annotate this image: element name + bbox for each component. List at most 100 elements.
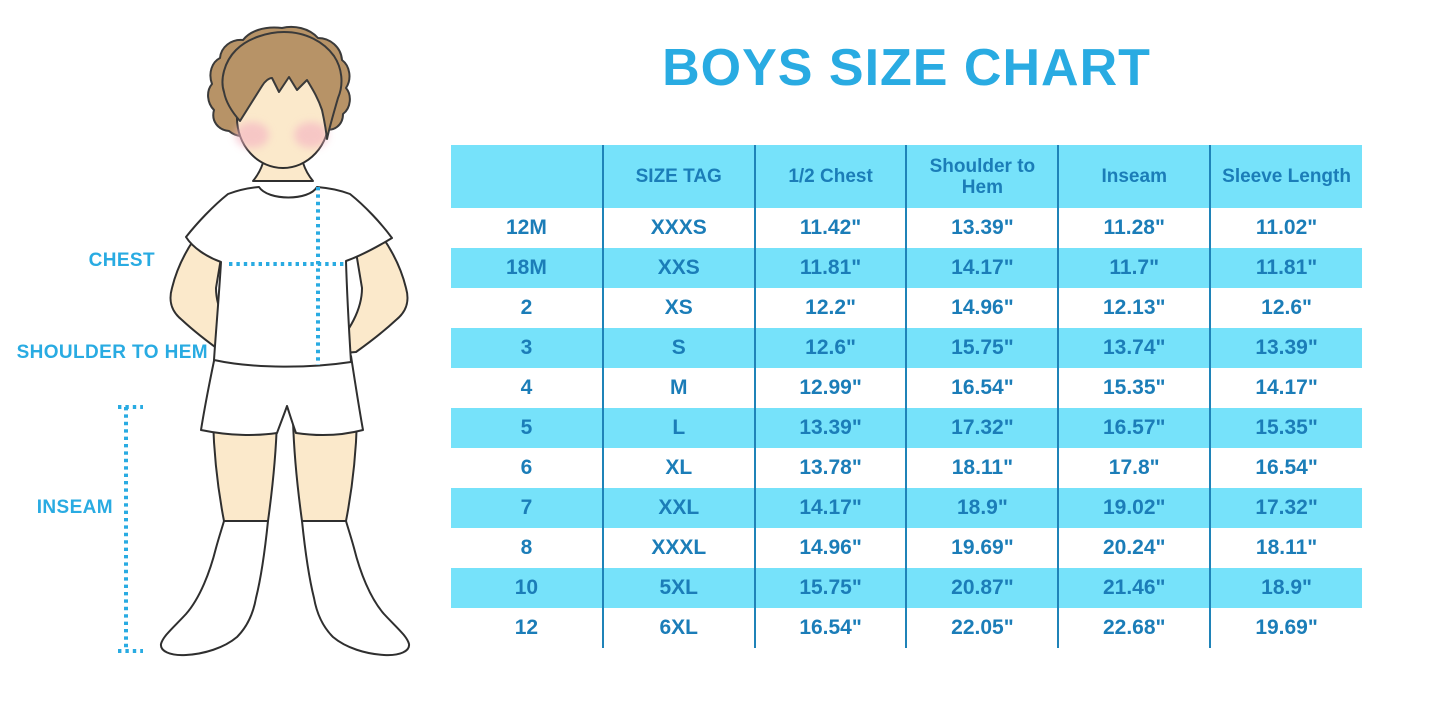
boy-shirt: [185, 186, 393, 368]
measurement-cell: 15.75": [753, 568, 907, 608]
size-cell: 2: [520, 296, 533, 319]
shoulder-to-hem-label: SHOULDER TO HEM: [16, 342, 208, 363]
size-cell: 10: [451, 568, 603, 608]
measurement-cell: 13.39": [905, 208, 1059, 248]
chest-label: CHEST: [88, 250, 155, 271]
measurement-cell: 21.46": [1057, 568, 1211, 608]
size-cell: 18M: [451, 248, 603, 288]
measurement-cell: 11.81": [753, 248, 907, 288]
measurement-lines: [118, 187, 347, 653]
header-cell-blank: [451, 145, 603, 208]
boy-measurement-figure: [118, 25, 411, 657]
measurement-cell: 16.54": [753, 608, 907, 648]
size-table-body: 12M XXXS 11.42" 13.39" 11.28" 11.02" 18M XXS 11.…: [451, 208, 1362, 648]
measurement-cell: 19.02": [1057, 488, 1211, 528]
measurement-cell: 6XL: [601, 608, 755, 648]
table-row: 12 6XL 16.54" 22.05" 22.68" 19.69": [451, 608, 1362, 648]
measurement-cell: 14.17": [1209, 368, 1362, 408]
measurement-cell: 11.28": [1057, 208, 1211, 248]
measurement-cell: 16.54": [1209, 448, 1362, 488]
measurement-cell: 12.13": [1057, 288, 1211, 328]
measurement-cell: XS: [601, 288, 755, 328]
measurement-cell: 16.57": [1057, 408, 1211, 448]
size-cell: 3: [451, 328, 603, 368]
size-table-header: SIZE TAG 1/2 Chest Shoulder to Hem Insea…: [451, 145, 1362, 208]
header-cell-inseam: Inseam: [1057, 145, 1211, 208]
measurement-cell: 20.24": [1057, 528, 1211, 568]
measurement-cell: 16.54": [905, 368, 1059, 408]
table-row: 12M XXXS 11.42" 13.39" 11.28" 11.02": [451, 208, 1362, 248]
measurement-cell: XXL: [601, 488, 755, 528]
header-cell-sleeve-length: Sleeve Length: [1209, 145, 1362, 208]
measurement-cell: 17.32": [1209, 488, 1362, 528]
boy-legs: [212, 419, 358, 522]
measurement-cell: 12.99": [753, 368, 907, 408]
measurement-cell: 13.39": [1209, 328, 1362, 368]
size-cell: 12: [514, 616, 539, 639]
measurement-cell: S: [601, 328, 755, 368]
page-title: BOYS SIZE CHART: [662, 39, 1151, 97]
header-cell-half-chest: 1/2 Chest: [753, 145, 907, 208]
measurement-cell: 22.68": [1057, 608, 1211, 648]
size-cell: 4: [520, 376, 533, 399]
size-cell: 8: [520, 536, 533, 559]
measurement-cell: XL: [601, 448, 755, 488]
measurement-cell: 13.39": [753, 408, 907, 448]
size-cell: 7: [451, 488, 603, 528]
header-row: SIZE TAG 1/2 Chest Shoulder to Hem Insea…: [451, 145, 1362, 208]
measurement-cell: 22.05": [905, 608, 1059, 648]
measurement-cell: 12.6": [753, 328, 907, 368]
measurement-cell: 14.96": [753, 528, 907, 568]
measurement-cell: 13.74": [1057, 328, 1211, 368]
measurement-cell: 19.69": [1209, 608, 1362, 648]
measurement-cell: 14.17": [905, 248, 1059, 288]
table-row: 5 L 13.39" 17.32" 16.57" 15.35": [451, 408, 1362, 448]
table-row: 4 M 12.99" 16.54" 15.35" 14.17": [451, 368, 1362, 408]
measurement-cell: 13.78": [753, 448, 907, 488]
table-row: 2 XS 12.2" 14.96" 12.13" 12.6": [451, 288, 1362, 328]
measurement-cell: 12.2": [753, 288, 907, 328]
boy-hair-fringe: [221, 31, 343, 140]
measurement-cell: 11.02": [1209, 208, 1362, 248]
boy-head: [207, 25, 351, 169]
measurement-cell: 11.81": [1209, 248, 1362, 288]
header-cell-size-tag: SIZE TAG: [601, 145, 755, 208]
table-row: 18M XXS 11.81" 14.17" 11.7" 11.81": [451, 248, 1362, 288]
size-cell: 5: [451, 408, 603, 448]
measurement-cell: 17.32": [905, 408, 1059, 448]
measurement-cell: 18.9": [905, 488, 1059, 528]
measurement-cell: 11.7": [1057, 248, 1211, 288]
boy-blush: [235, 122, 328, 148]
measurement-cell: 12.6": [1209, 288, 1362, 328]
measurement-cell: 18.11": [905, 448, 1059, 488]
boy-shorts: [200, 355, 364, 436]
table-row: 7 XXL 14.17" 18.9" 19.02" 17.32": [451, 488, 1362, 528]
size-cell: 12M: [505, 216, 547, 239]
measurement-cell: M: [601, 368, 755, 408]
measurement-cell: XXXL: [601, 528, 755, 568]
measurement-cell: 11.42": [753, 208, 907, 248]
measurement-cell: 15.35": [1057, 368, 1211, 408]
measurement-cell: XXS: [601, 248, 755, 288]
table-row: 8 XXXL 14.96" 19.69" 20.24" 18.11": [451, 528, 1362, 568]
measurement-cell: XXXS: [601, 208, 755, 248]
header-cell-shoulder-to-hem: Shoulder to Hem: [905, 145, 1059, 208]
inseam-label: INSEAM: [36, 497, 113, 518]
table-row: 10 5XL 15.75" 20.87" 21.46" 18.9": [451, 568, 1362, 608]
size-table: SIZE TAG 1/2 Chest Shoulder to Hem Insea…: [451, 145, 1362, 648]
measurement-cell: 18.11": [1209, 528, 1362, 568]
measurement-cell: 19.69": [905, 528, 1059, 568]
measurement-cell: 5XL: [601, 568, 755, 608]
measurement-cell: 15.75": [905, 328, 1059, 368]
measurement-cell: 20.87": [905, 568, 1059, 608]
measurement-cell: 17.8": [1057, 448, 1211, 488]
measurement-cell: 18.9": [1209, 568, 1362, 608]
measurement-cell: L: [601, 408, 755, 448]
table-row: 3 S 12.6" 15.75" 13.74" 13.39": [451, 328, 1362, 368]
measurement-cell: 14.96": [905, 288, 1059, 328]
boy-socks: [159, 520, 411, 657]
measurement-cell: 15.35": [1209, 408, 1362, 448]
table-row: 6 XL 13.78" 18.11" 17.8" 16.54": [451, 448, 1362, 488]
size-cell: 6: [520, 456, 533, 479]
